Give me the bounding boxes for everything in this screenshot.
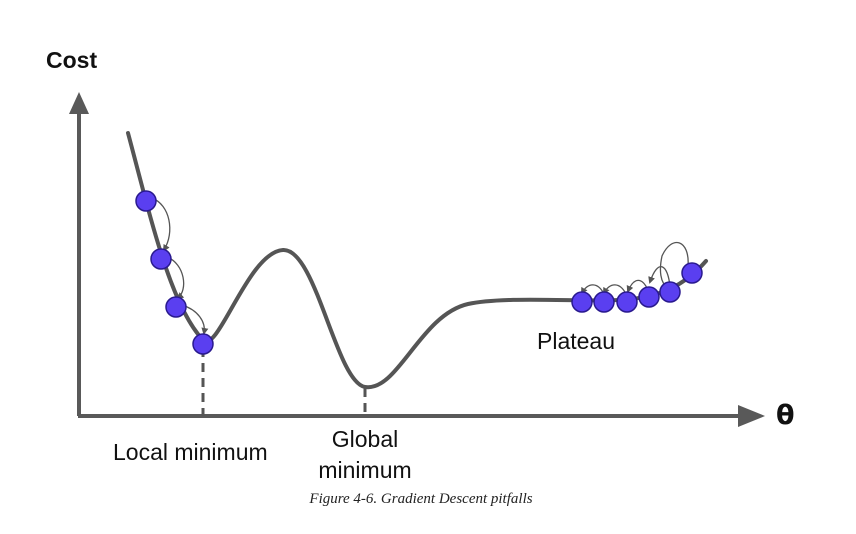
ball-icon	[165, 296, 187, 318]
ball-icon	[638, 286, 660, 308]
plateau-label: Plateau	[537, 328, 616, 354]
ball-icon	[593, 291, 615, 313]
ball-icon	[616, 291, 638, 313]
global-minimum-label: Global minimum	[318, 426, 412, 483]
ball-icon	[659, 281, 681, 303]
ball-icon	[150, 248, 172, 270]
y-axis-label: Cost	[46, 47, 98, 73]
ball-icon	[571, 291, 593, 313]
x-axis-arrowhead-icon	[738, 405, 765, 427]
ball-icon	[681, 262, 703, 284]
cost-curve	[126, 131, 708, 390]
figure-caption: Figure 4-6. Gradient Descent pitfalls	[309, 491, 533, 507]
y-axis-arrowhead-icon	[69, 92, 89, 114]
ball-icon	[135, 190, 157, 212]
x-axis-label: θ	[776, 400, 795, 431]
local-minimum-label: Local minimum	[113, 439, 268, 465]
hop-arrow	[659, 241, 689, 290]
ball-icon	[192, 333, 214, 355]
hop-arrow	[581, 284, 605, 295]
hop-arrow	[603, 284, 627, 295]
